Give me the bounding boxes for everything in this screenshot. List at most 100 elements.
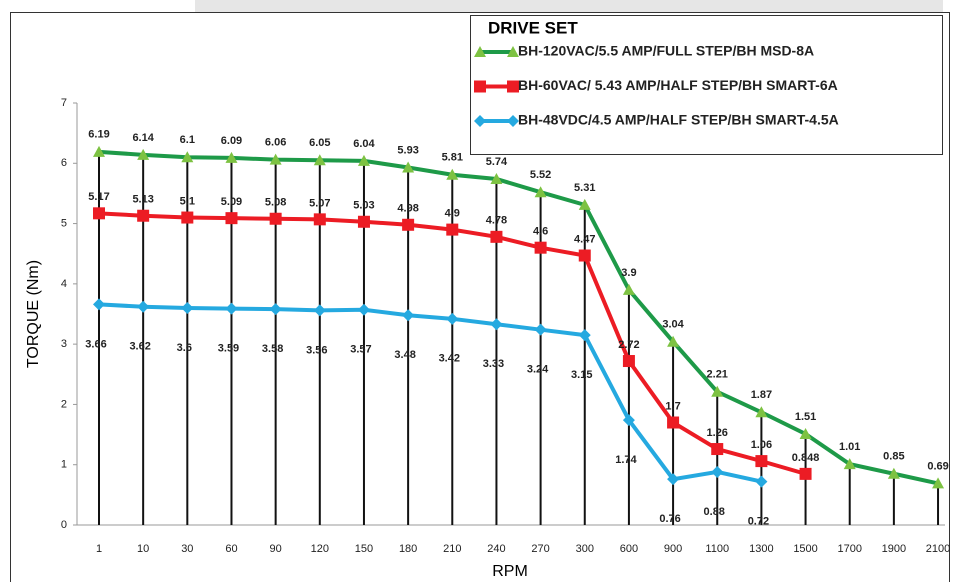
data-point [93, 207, 105, 220]
data-label: 1.51 [795, 411, 816, 423]
data-label: 5.07 [309, 197, 330, 209]
data-label: 4.47 [574, 233, 595, 245]
data-label: 6.05 [309, 137, 330, 149]
data-point [269, 303, 282, 316]
data-point [755, 475, 768, 488]
data-label: 5.08 [265, 197, 286, 209]
data-point [137, 300, 150, 313]
data-point [181, 151, 194, 163]
data-label: 5.03 [353, 200, 374, 212]
data-label: 3.04 [662, 319, 684, 331]
data-label: 3.6 [177, 342, 192, 354]
data-point [357, 303, 370, 316]
data-label: 5.31 [574, 182, 595, 194]
y-tick-label: 2 [61, 398, 67, 410]
data-point [357, 215, 370, 228]
data-point [799, 427, 812, 439]
data-point [490, 230, 503, 243]
data-label: 0.85 [883, 451, 904, 463]
data-point [711, 465, 724, 478]
data-point [755, 406, 768, 418]
data-label: 5.74 [486, 156, 508, 168]
x-tick-label: 1500 [793, 543, 817, 555]
data-point [711, 385, 724, 397]
data-label: 3.48 [394, 349, 415, 361]
data-point [225, 151, 238, 163]
y-axis-label: TORQUE (Nm) [25, 260, 42, 368]
data-point [181, 301, 194, 314]
data-point [667, 335, 680, 347]
data-point [446, 223, 459, 236]
series-line [98, 302, 762, 484]
y-tick-label: 3 [61, 338, 67, 350]
data-point [93, 145, 105, 157]
data-point [887, 467, 900, 479]
data-point [578, 249, 591, 262]
data-point [711, 443, 724, 456]
data-label: 5.1 [180, 195, 195, 207]
data-point [93, 298, 105, 311]
data-point [534, 241, 547, 254]
data-label: 3.56 [306, 344, 327, 356]
x-tick-label: 2100 [926, 543, 950, 555]
legend-marker [474, 80, 486, 93]
data-point [667, 473, 680, 486]
data-label: 5.81 [442, 152, 463, 164]
data-label: 3.59 [218, 342, 239, 354]
data-label: 3.58 [262, 343, 283, 355]
data-label: 0.76 [659, 513, 680, 525]
data-point [137, 209, 150, 222]
data-point [799, 467, 812, 480]
y-tick-label: 6 [61, 157, 67, 169]
data-label: 3.15 [571, 369, 592, 381]
data-label: 6.04 [353, 138, 375, 150]
x-tick-label: 600 [620, 543, 638, 555]
data-point [622, 414, 635, 427]
legend-marker [474, 46, 486, 57]
x-tick-label: 1900 [882, 543, 906, 555]
y-tick-label: 1 [61, 459, 67, 471]
data-point [313, 213, 326, 226]
x-tick-label: 300 [576, 543, 594, 555]
x-tick-label: 90 [270, 543, 282, 555]
data-point [181, 211, 194, 224]
data-label: 1.01 [839, 441, 860, 453]
data-point [446, 312, 459, 325]
x-tick-label: 30 [181, 543, 193, 555]
legend-marker [507, 46, 519, 57]
data-label: 5.09 [221, 196, 242, 208]
data-label: 1.26 [707, 427, 728, 439]
data-label: 5.17 [88, 191, 109, 203]
series-line [98, 149, 939, 486]
data-label: 3.62 [129, 341, 150, 353]
data-point [402, 161, 415, 173]
data-label: 0.88 [704, 506, 725, 518]
data-point [225, 302, 238, 315]
x-tick-label: 10 [137, 543, 149, 555]
data-point [313, 304, 326, 317]
x-tick-label: 180 [399, 543, 417, 555]
data-point [313, 154, 326, 166]
data-label: 4.98 [397, 203, 418, 215]
top-bar [195, 0, 943, 12]
data-label: 1.87 [751, 389, 772, 401]
data-label: 0.72 [748, 516, 769, 528]
x-tick-label: 1 [96, 543, 102, 555]
data-label: 3.33 [483, 358, 504, 370]
data-point [578, 198, 591, 210]
data-point [490, 172, 503, 184]
data-point [755, 455, 768, 468]
data-point [622, 355, 635, 368]
data-label: 0.848 [792, 452, 820, 464]
x-tick-label: 1700 [837, 543, 861, 555]
data-point [269, 153, 282, 165]
data-point [932, 477, 945, 489]
data-point [534, 323, 547, 336]
data-point [269, 212, 282, 225]
data-label: 4.9 [445, 208, 460, 220]
x-tick-label: 150 [355, 543, 373, 555]
legend-marker [507, 80, 519, 93]
data-label: 1.74 [615, 454, 637, 466]
x-tick-label: 240 [487, 543, 505, 555]
